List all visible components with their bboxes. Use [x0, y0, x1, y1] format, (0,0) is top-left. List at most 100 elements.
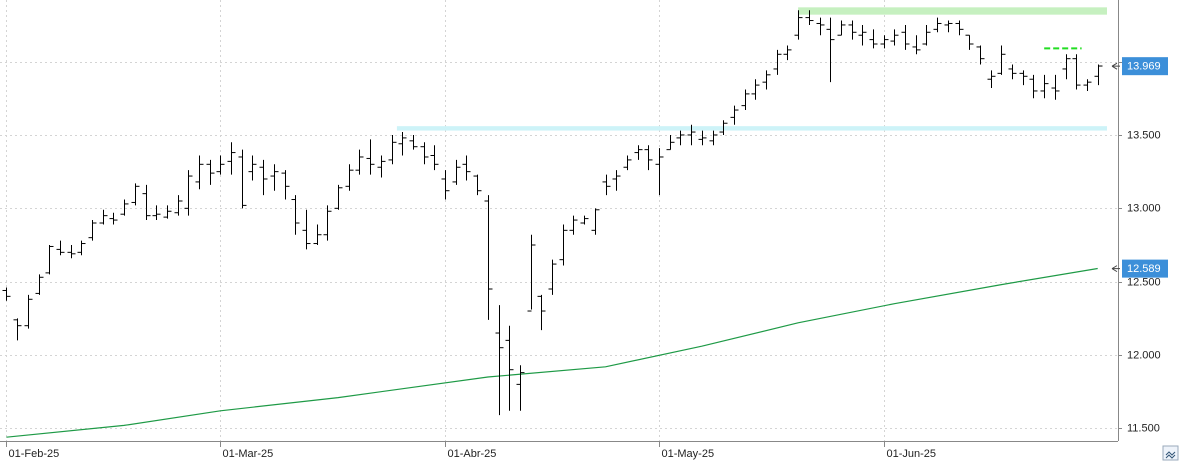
corner-icon[interactable]	[1162, 445, 1179, 461]
x-tick-label: 01-Jun-25	[887, 448, 937, 460]
ohlc-bar	[805, 10, 814, 25]
ohlc-bar	[741, 89, 750, 111]
ohlc-bar	[131, 183, 140, 206]
y-tick-label: 11.500	[1127, 422, 1160, 434]
ohlc-bar	[794, 10, 803, 40]
ohlc-bar	[88, 220, 97, 241]
ohlc-bar	[687, 124, 696, 146]
ohlc-bar	[612, 170, 621, 191]
ohlc-bar	[527, 234, 536, 312]
icon-glyph	[1165, 451, 1176, 459]
ohlc-bar	[976, 45, 985, 65]
ohlc-bar	[238, 149, 247, 209]
ohlc-bar	[355, 149, 364, 175]
ohlc-bar	[206, 159, 215, 185]
ohlc-bar	[516, 365, 525, 411]
ohlc-bar	[848, 20, 857, 40]
ohlc-bar	[35, 274, 44, 295]
x-tick-label: 01-Abr-25	[448, 448, 497, 460]
ohlc-bar	[505, 325, 514, 411]
ohlc-bar	[644, 145, 653, 171]
ohlc-bar	[195, 155, 204, 190]
zone-band	[396, 126, 1107, 131]
ohlc-bar	[109, 212, 118, 225]
ma-last-pointer	[1111, 265, 1120, 273]
ohlc-bar	[869, 29, 878, 49]
ohlc-bar	[816, 17, 825, 36]
plot: 11.50012.00012.50013.00013.50014.00001-F…	[0, 0, 1161, 460]
ohlc-bar	[152, 205, 161, 221]
ohlc-bar	[24, 294, 33, 329]
ma-last-box	[1122, 259, 1168, 278]
ohlc-bar	[666, 134, 675, 151]
ohlc-bar	[655, 148, 664, 196]
ohlc-bar	[1019, 70, 1028, 86]
zone-band	[798, 7, 1107, 15]
ohlc-bar	[398, 132, 407, 156]
ohlc-bar	[13, 318, 22, 341]
ohlc-bar	[890, 29, 899, 46]
ohlc-bar	[2, 287, 11, 301]
ohlc-bar	[142, 184, 151, 221]
x-tick-label: 01-May-25	[662, 448, 715, 460]
ohlc-bar	[174, 195, 183, 216]
ohlc-bar	[184, 170, 193, 216]
y-tick-label: 12.000	[1127, 349, 1161, 361]
x-tick-label: 01-Feb-25	[9, 448, 60, 460]
ohlc-bar	[559, 224, 568, 266]
last-price-pointer	[1111, 62, 1120, 70]
ohlc-bar	[1008, 64, 1017, 80]
ohlc-bar	[987, 70, 996, 89]
ohlc-bar	[495, 305, 504, 416]
ohlc-bar	[965, 34, 974, 50]
moving-average-line	[6, 267, 1098, 438]
ohlc-bar	[602, 174, 611, 196]
ohlc-bar	[409, 134, 418, 150]
ohlc-bar	[933, 17, 942, 33]
ohlc-bar	[537, 294, 546, 331]
ohlc-bar	[762, 70, 771, 90]
ohlc-bar	[56, 240, 65, 256]
ohlc-bar	[281, 170, 290, 200]
ohlc-bar	[858, 24, 867, 46]
ohlc-bar	[120, 199, 129, 216]
ohlc-bar	[45, 245, 54, 275]
ohlc-bar	[248, 155, 257, 181]
ohlc-bar	[291, 195, 300, 235]
ohlc-bar	[420, 142, 429, 165]
y-tick-label: 13.000	[1127, 202, 1161, 214]
x-tick-label: 01-Mar-25	[223, 448, 274, 460]
ohlc-bar	[997, 45, 1006, 75]
ohlc-bar	[345, 164, 354, 191]
last-price-box	[1122, 57, 1168, 76]
ohlc-bar	[826, 17, 835, 83]
ohlc-bar	[216, 155, 225, 175]
ohlc-bar	[1029, 74, 1038, 99]
ohlc-bar	[99, 209, 108, 225]
ohlc-bar	[623, 155, 632, 171]
ohlc-bar	[922, 24, 931, 46]
ohlc-bar	[1094, 64, 1103, 86]
ohlc-bar	[837, 20, 846, 36]
ohlc-bar	[580, 215, 589, 225]
ma-last-label: 12.589	[1127, 263, 1161, 275]
ohlc-bar	[377, 155, 386, 178]
ohlc-bar	[462, 155, 471, 181]
ohlc-bar	[634, 145, 643, 160]
ohlc-bar	[67, 245, 76, 259]
ohlc-bar	[1040, 74, 1049, 99]
ohlc-bar	[452, 159, 461, 185]
ohlc-bar	[676, 130, 685, 146]
ohlc-bar	[783, 45, 792, 61]
ohlc-bar	[227, 142, 236, 175]
ohlc-bar	[484, 195, 493, 320]
ohlc-bar	[709, 130, 718, 146]
ohlc-bar	[569, 215, 578, 235]
ohlc-bar	[1051, 74, 1060, 100]
ohlc-bar	[1083, 79, 1092, 91]
ohlc-bar	[430, 145, 439, 171]
ohlc-bar	[955, 20, 964, 36]
ohlc-bar	[730, 105, 739, 125]
ohlc-bar	[1072, 54, 1081, 90]
y-tick-label: 13.500	[1127, 129, 1161, 141]
